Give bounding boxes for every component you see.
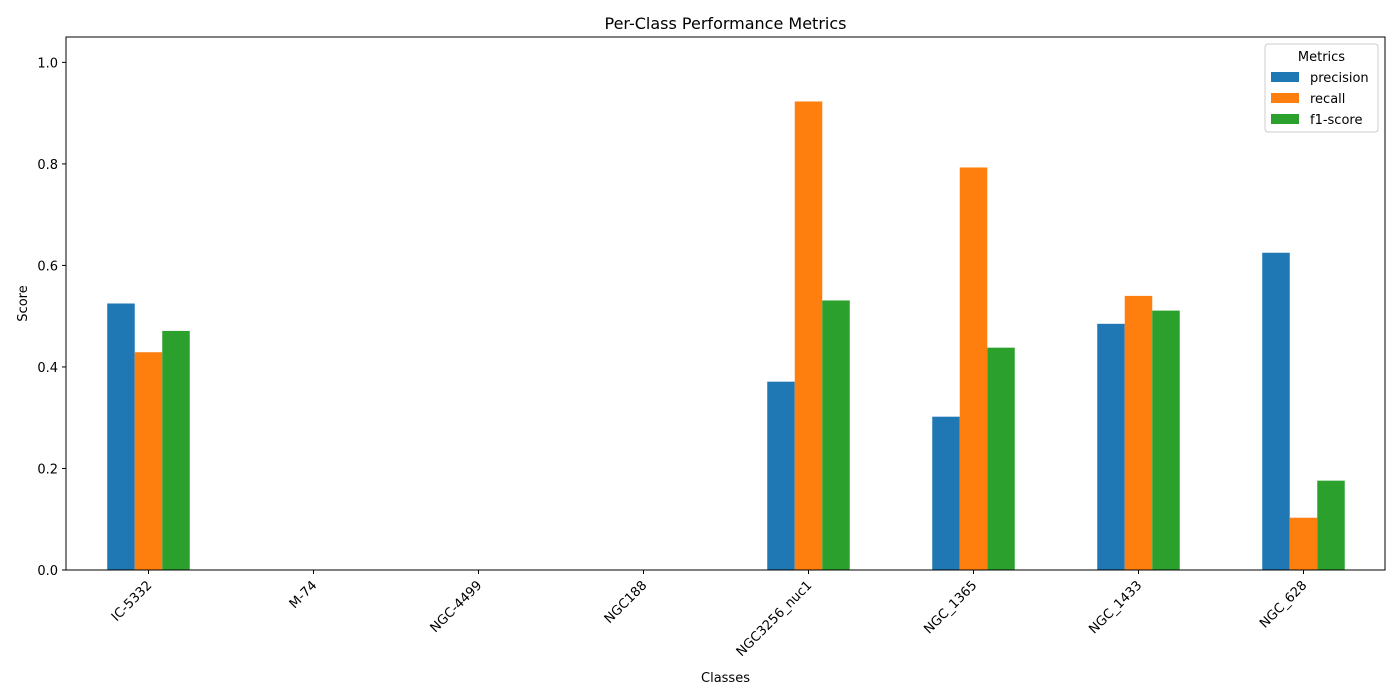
y-axis-title: Score [16, 285, 31, 321]
bar-f1-score-IC-5332 [162, 330, 190, 570]
bar-precision-NGC_628 [1262, 252, 1290, 570]
bar-f1-score-NGC_1433 [1152, 310, 1180, 570]
legend-swatch-f1-score [1271, 114, 1299, 124]
x-tick-label: NGC_628 [1257, 578, 1310, 631]
x-tick-label: IC-5332 [109, 578, 155, 624]
x-axis: IC-5332 M-74 NGC-4499 NGC188 NGC3256_nuc1 NGC… [109, 570, 1310, 660]
y-tick-label: 0.2 [37, 462, 58, 477]
y-tick-label: 0.0 [37, 564, 58, 579]
bar-f1-score-NGC3256_nuc1 [822, 300, 850, 570]
bar-recall-IC-5332 [134, 352, 163, 570]
legend: Metrics precision recall f1-score [1264, 43, 1379, 133]
bar-f1-score-NGC_1365 [987, 347, 1015, 570]
y-tick-label: 0.6 [37, 259, 58, 274]
chart-title: Per-Class Performance Metrics [605, 14, 847, 33]
plot-area [65, 36, 1386, 571]
bar-f1-score-NGC_628 [1317, 480, 1345, 570]
legend-title: Metrics [1298, 50, 1345, 65]
legend-swatch-recall [1271, 93, 1299, 103]
bar-recall-NGC_1365 [959, 167, 988, 570]
y-tick-label: 0.8 [37, 158, 58, 173]
x-tick-label: NGC_1365 [921, 578, 980, 637]
x-tick-label: NGC188 [602, 578, 651, 627]
bar-recall-NGC3256_nuc1 [794, 101, 823, 570]
legend-label-f1-score: f1-score [1310, 113, 1362, 128]
x-axis-title: Classes [701, 671, 750, 686]
bar-precision-NGC3256_nuc1 [767, 381, 795, 570]
bar-precision-NGC_1433 [1097, 323, 1125, 570]
bar-precision-NGC_1365 [932, 416, 960, 570]
bar-recall-NGC_1433 [1124, 295, 1153, 570]
y-tick-label: 1.0 [37, 56, 58, 71]
x-tick-label: NGC_1433 [1086, 578, 1145, 637]
bar-precision-IC-5332 [107, 303, 135, 570]
y-tick-label: 0.4 [37, 361, 58, 376]
bar-recall-NGC_628 [1289, 517, 1318, 570]
legend-label-recall: recall [1310, 92, 1345, 107]
y-axis: 0.0 0.2 0.4 0.6 0.8 1.0 [37, 56, 66, 579]
legend-box [1264, 43, 1379, 133]
bars [107, 101, 1345, 570]
plot-frame [65, 36, 1386, 571]
legend-label-precision: precision [1310, 71, 1369, 86]
x-tick-label: NGC3256_nuc1 [734, 578, 816, 660]
x-tick-label: NGC-4499 [428, 578, 486, 636]
legend-swatch-precision [1271, 72, 1299, 82]
x-tick-label: M-74 [287, 578, 321, 612]
